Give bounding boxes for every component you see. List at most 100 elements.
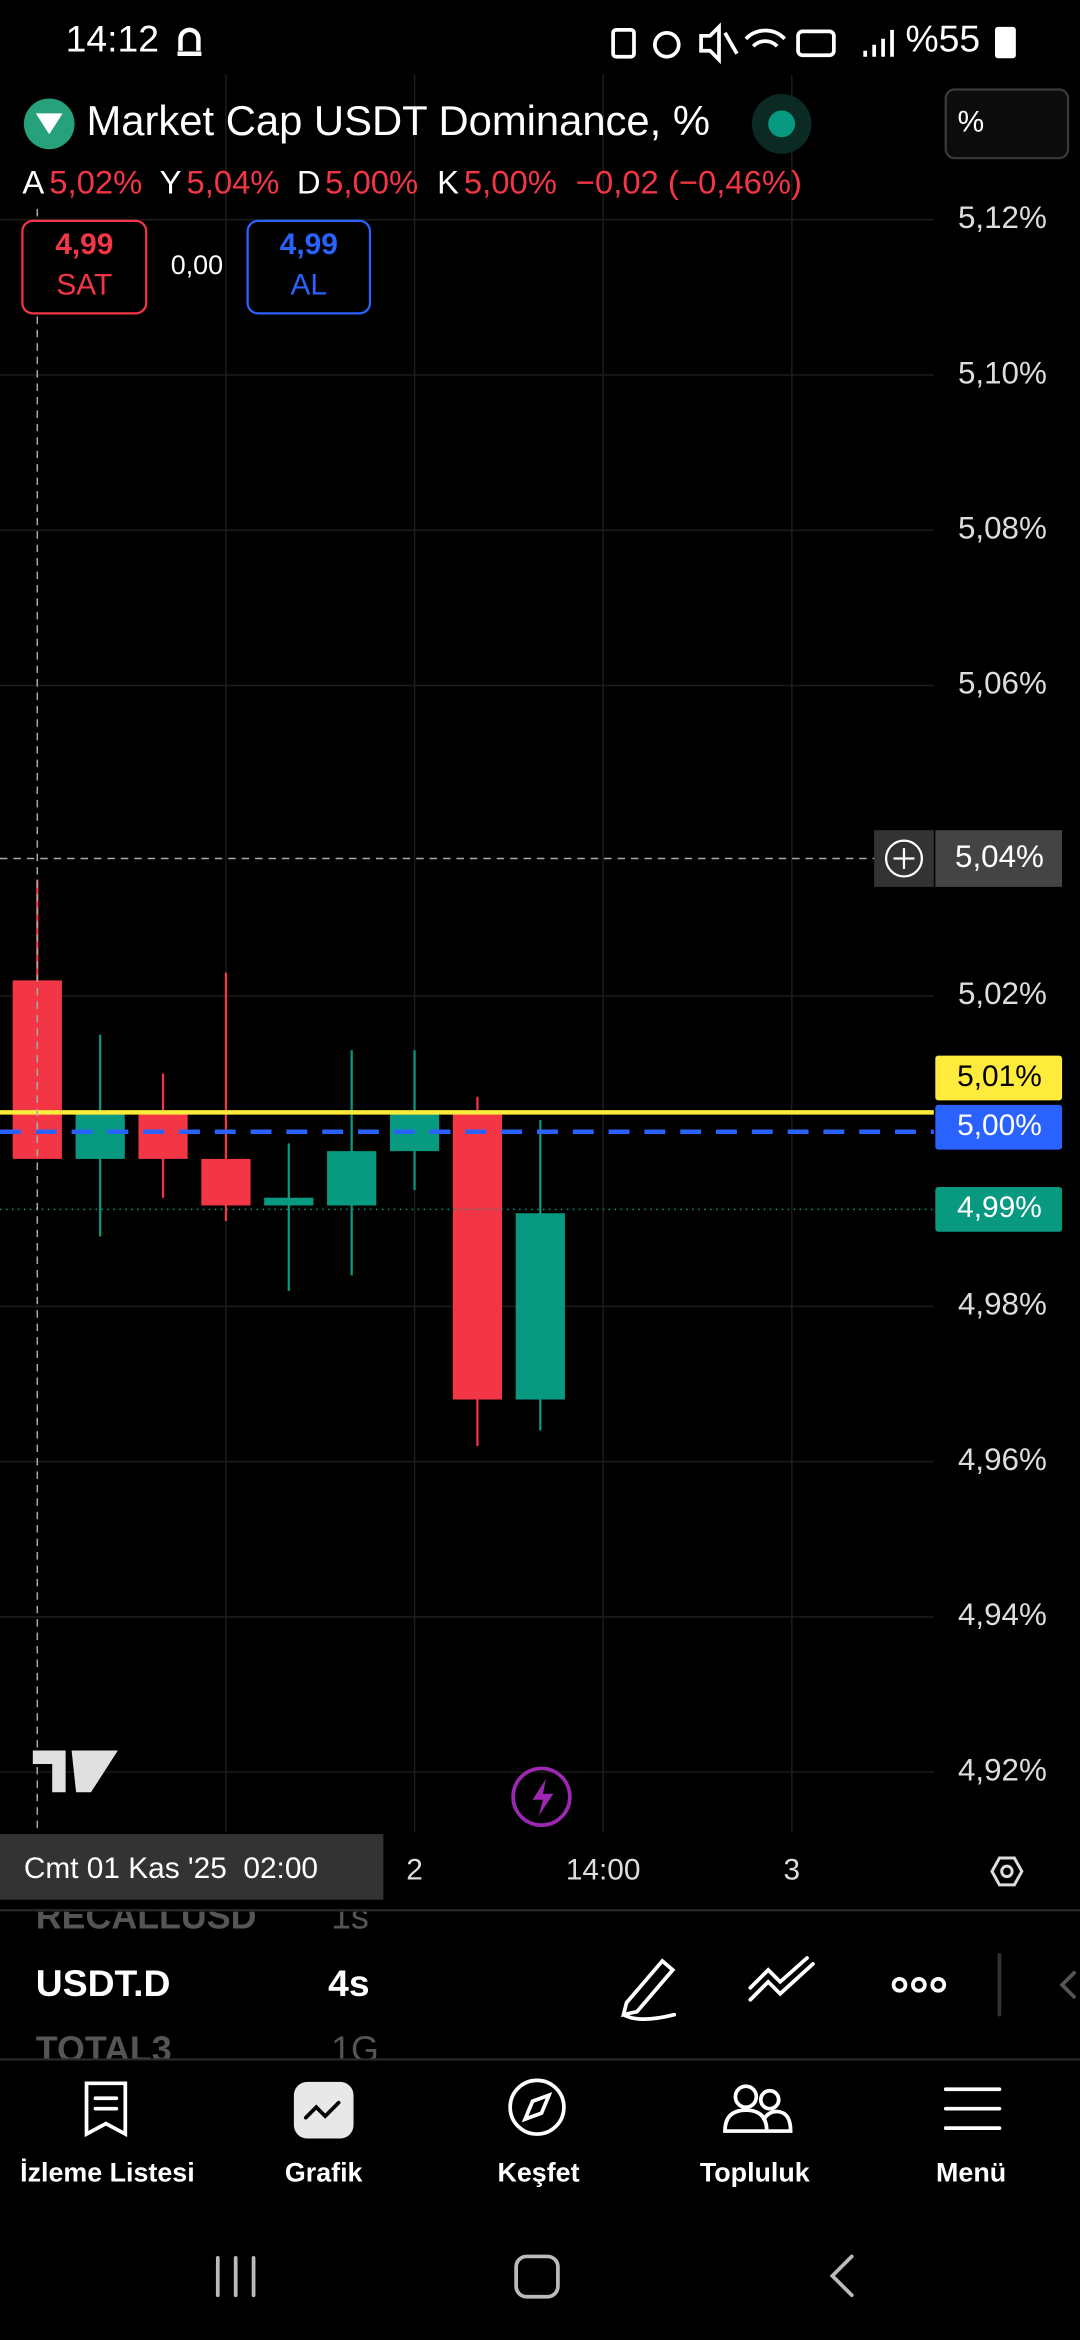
x-tick-label: 2 <box>406 1853 423 1886</box>
open-value: 5,02% <box>49 164 142 201</box>
explore-needle <box>521 2092 553 2123</box>
x-tick-label: 14:00 <box>566 1853 641 1886</box>
nav-icons <box>84 2078 1002 2139</box>
x-axis: 2 14:00 3 Cmt 01 Kas '25 02:00 <box>0 1834 800 1900</box>
price-label-box <box>935 1055 1063 1101</box>
y-tick-label: 5,06% <box>958 666 1047 701</box>
nav-label[interactable]: Menü <box>936 2157 1006 2187</box>
scale-button-label[interactable]: % <box>958 106 985 139</box>
community-body <box>723 2108 793 2133</box>
watchlist-interval[interactable]: 1G <box>331 2029 379 2069</box>
crosshair-label: 5,04% <box>955 839 1044 874</box>
community-icon-2 <box>758 2088 781 2111</box>
community-icon[interactable] <box>733 2084 759 2110</box>
system-nav <box>215 2254 854 2299</box>
y-tick-label: 4,96% <box>958 1442 1047 1477</box>
toolbar <box>620 1953 1076 2022</box>
crosshair-label-box <box>935 830 1063 887</box>
sell-label[interactable]: SAT <box>56 268 112 301</box>
lightning-button[interactable] <box>511 1766 572 1828</box>
watchlist-symbol[interactable]: USDT.D <box>36 1962 171 2004</box>
candle-body <box>138 1112 188 1159</box>
candle-body <box>264 1197 314 1206</box>
crosshair-date: Cmt 01 Kas '25 02:00 <box>24 1852 318 1885</box>
y-tick-label: 5,12% <box>958 200 1047 235</box>
price-label: 4,99% <box>957 1191 1042 1224</box>
more-dot[interactable] <box>930 1976 947 1993</box>
trend-tool[interactable] <box>748 1956 815 2002</box>
y-tick-label: 4,94% <box>958 1597 1047 1632</box>
candle-body <box>515 1213 565 1400</box>
chart-icon <box>303 2100 341 2120</box>
y-tick-label: 5,10% <box>958 355 1047 390</box>
buy-price[interactable]: 4,99 <box>280 228 338 261</box>
settings-icon-center <box>1000 1864 1014 1879</box>
more-dot[interactable] <box>891 1976 908 1993</box>
ohlc-legend: A 5,02% Y 5,04% D 5,00% K 5,00% −0,02 (−… <box>22 164 802 201</box>
watchlist-interval[interactable]: 1s <box>331 1897 369 1937</box>
collapse-chevron[interactable] <box>1059 1971 1076 1999</box>
sell-price[interactable]: 4,99 <box>55 228 113 261</box>
nav-label[interactable]: Keşfet <box>497 2157 579 2187</box>
battery-level: %55 <box>905 18 980 60</box>
high-value: 5,04% <box>186 164 279 201</box>
nav-label[interactable]: Grafik <box>285 2157 363 2187</box>
candle-body <box>452 1112 503 1400</box>
nav-labels: İzleme Listesi Grafik Keşfet Topluluk Me… <box>20 2157 1006 2187</box>
open-label: A <box>22 164 44 201</box>
candle-body <box>201 1158 251 1206</box>
low-label: D <box>297 164 321 201</box>
watchlist-interval[interactable]: 4s <box>328 1962 369 2004</box>
home-button[interactable] <box>514 2254 560 2299</box>
watchlist-icon[interactable] <box>84 2081 128 2138</box>
low-value: 5,00% <box>325 164 418 201</box>
x-tick-label: 3 <box>784 1853 801 1886</box>
y-tick-label: 4,92% <box>958 1752 1047 1787</box>
tv-logo <box>32 1750 118 1793</box>
high-label: Y <box>160 164 182 201</box>
price-label: 5,01% <box>957 1060 1042 1093</box>
y-tick-label: 5,08% <box>958 510 1047 545</box>
close-label: K <box>437 164 459 201</box>
crosshair-add-plus <box>893 848 915 869</box>
settings-icon[interactable] <box>990 1856 1024 1887</box>
symbol-title[interactable]: Market Cap USDT Dominance, % <box>87 97 710 144</box>
price-label-box <box>935 1186 1063 1232</box>
watchlist-symbol[interactable]: RECALLUSD <box>36 1897 257 1937</box>
status-icons <box>611 22 894 65</box>
battery-icon <box>994 26 1016 59</box>
buy-label[interactable]: AL <box>291 268 327 301</box>
candle-body <box>75 1112 125 1159</box>
spread: 0,00 <box>171 250 223 280</box>
explore-icon[interactable] <box>508 2078 566 2136</box>
price-label: 5,00% <box>957 1109 1042 1142</box>
market-status-dot <box>768 110 796 138</box>
scale-button[interactable] <box>944 88 1070 160</box>
crosshair-add-icon <box>884 839 923 878</box>
close-value: 5,00% <box>464 164 557 201</box>
draw-tool[interactable] <box>620 1958 677 2022</box>
bell-icon <box>177 27 202 56</box>
grid <box>0 74 934 1833</box>
sell-button[interactable] <box>21 219 148 315</box>
logo-glyph <box>35 113 63 135</box>
watchlist-symbol[interactable]: TOTAL3 <box>36 2029 172 2069</box>
buy-button[interactable] <box>246 219 372 315</box>
price-label-box <box>935 1104 1063 1150</box>
chart-icon-bg[interactable] <box>293 2081 354 2139</box>
nav-label[interactable]: İzleme Listesi <box>20 2157 195 2187</box>
nav-label[interactable]: Topluluk <box>700 2157 810 2187</box>
watchlist: RECALLUSD 1s USDT.D 4s TOTAL3 1G <box>36 1897 379 2069</box>
lightning-icon <box>532 1778 554 1817</box>
candle-body <box>327 1151 377 1206</box>
status-time: 14:12 <box>66 18 159 60</box>
more-dot[interactable] <box>911 1976 927 1993</box>
menu-icon[interactable] <box>943 2087 1002 2130</box>
overlay: 5,12% 5,10% 5,08% 5,06% 5,02% 4,98% 4,96% 4,94%… <box>0 200 1063 1833</box>
recents-button[interactable] <box>215 2256 256 2298</box>
y-tick-label: 4,98% <box>958 1287 1047 1322</box>
change-value: −0,02 (−0,46%) <box>576 164 802 201</box>
back-button[interactable] <box>829 2254 854 2298</box>
